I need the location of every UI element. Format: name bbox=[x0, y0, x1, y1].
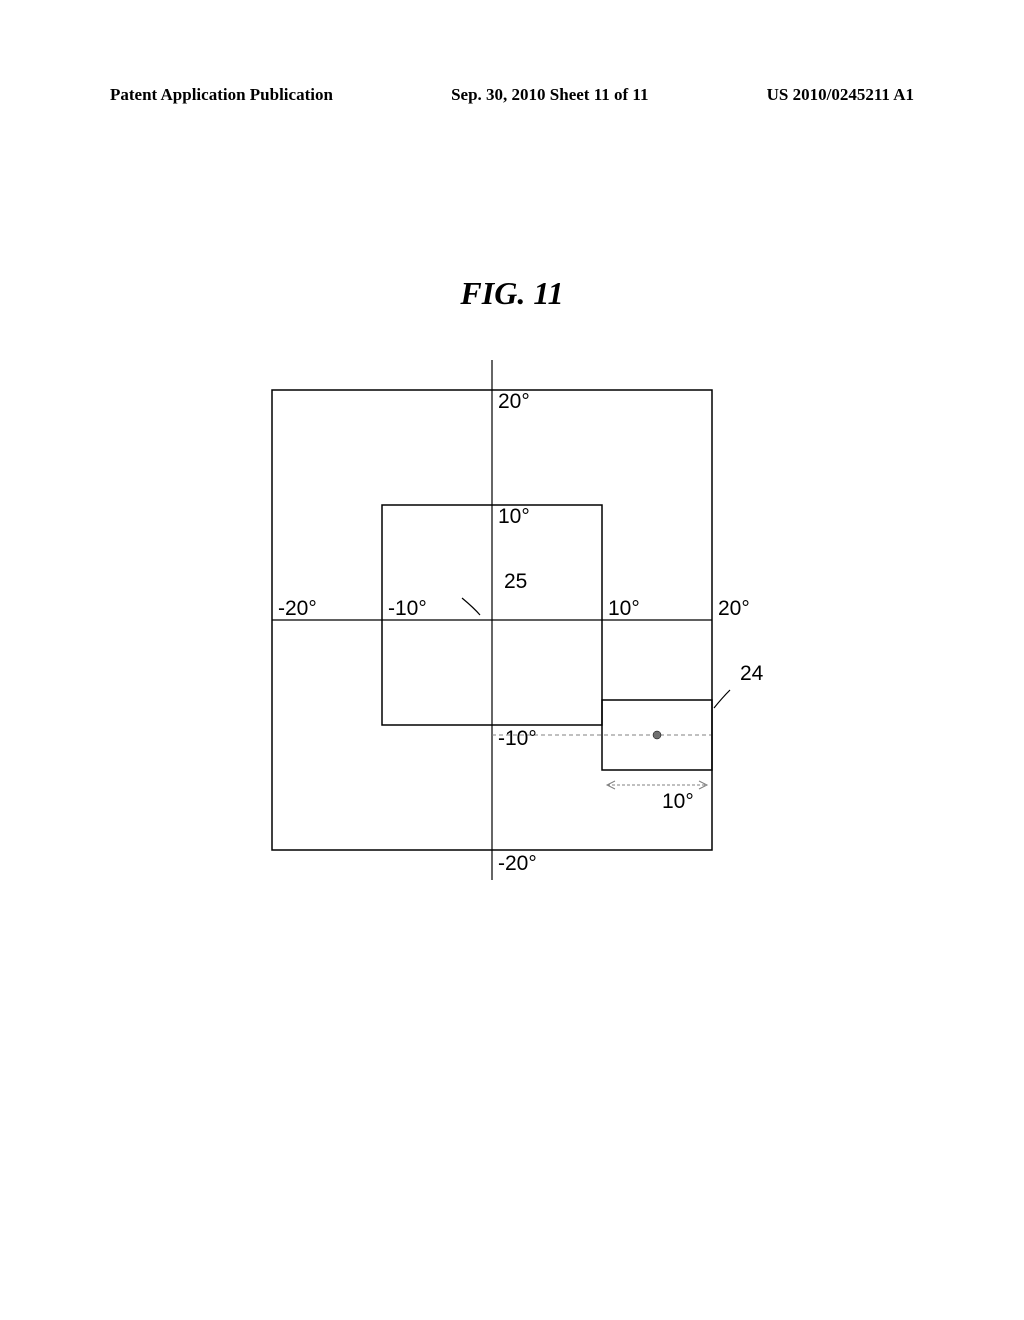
label-y-upper: 10° bbox=[498, 505, 530, 528]
label-x-left-inner: -10° bbox=[388, 597, 427, 620]
figure-title: FIG. 11 bbox=[460, 275, 563, 312]
header-center: Sep. 30, 2010 Sheet 11 of 11 bbox=[451, 85, 648, 105]
dimension-label: 10° bbox=[662, 790, 694, 813]
diagram-container: 20° 10° -10° -20° -20° -10° 10° 20° 25 2… bbox=[232, 330, 792, 930]
label-y-bottom: -20° bbox=[498, 852, 537, 875]
center-dot bbox=[653, 731, 661, 739]
ref-24: 24 bbox=[740, 662, 764, 685]
page-header: Patent Application Publication Sep. 30, … bbox=[0, 85, 1024, 105]
leader-25 bbox=[462, 598, 480, 615]
label-x-right-inner: 10° bbox=[608, 597, 640, 620]
label-x-right-outer: 20° bbox=[718, 597, 750, 620]
label-y-lower: -10° bbox=[498, 727, 537, 750]
diagram-svg: 20° 10° -10° -20° -20° -10° 10° 20° 25 2… bbox=[232, 330, 792, 930]
label-y-top: 20° bbox=[498, 390, 530, 413]
header-right: US 2010/0245211 A1 bbox=[767, 85, 914, 105]
label-x-left-outer: -20° bbox=[278, 597, 317, 620]
header-left: Patent Application Publication bbox=[110, 85, 333, 105]
ref-25: 25 bbox=[504, 570, 527, 593]
leader-24 bbox=[714, 690, 730, 708]
